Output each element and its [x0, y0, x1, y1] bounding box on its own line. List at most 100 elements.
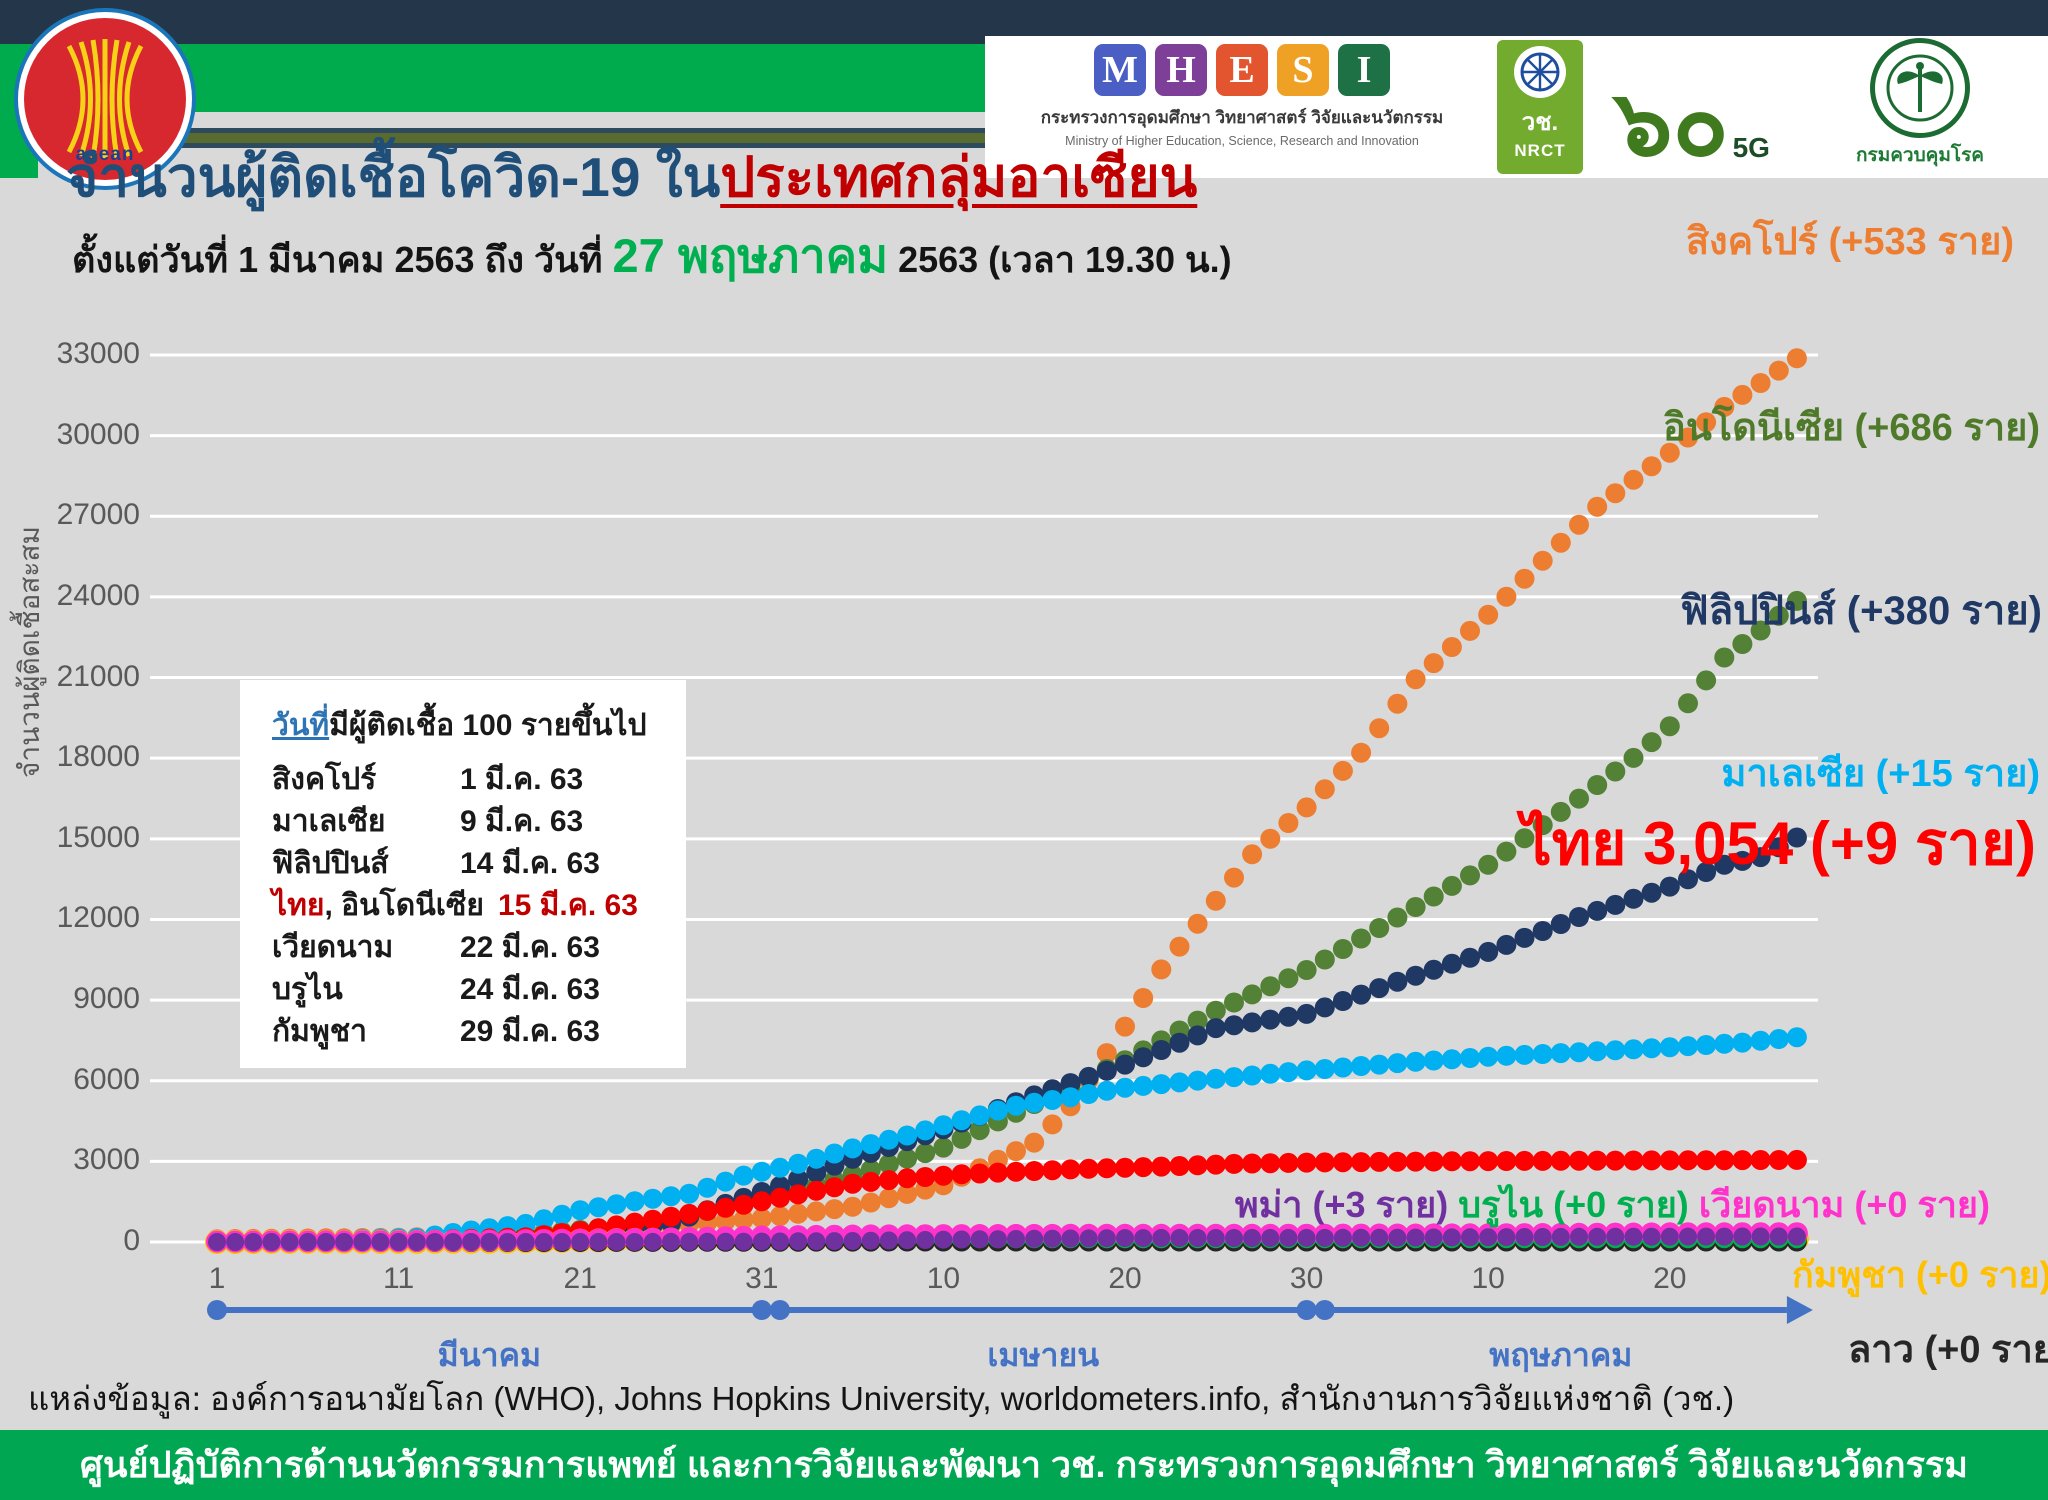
data-point	[842, 1138, 863, 1159]
data-point	[1006, 1161, 1026, 1182]
data-point	[806, 1162, 827, 1183]
data-point	[1060, 1087, 1081, 1108]
data-point	[1733, 1227, 1752, 1246]
data-point	[1569, 788, 1589, 809]
data-point	[1187, 913, 1208, 934]
data-point	[1423, 1050, 1444, 1071]
data-point	[1786, 590, 1807, 611]
nrct-thai-abbrev: วช.	[1521, 109, 1559, 136]
data-point	[752, 1232, 771, 1251]
data-point	[1532, 815, 1553, 836]
data-point	[1641, 1038, 1662, 1059]
legend-country: มาเลเซีย	[272, 801, 460, 843]
data-point	[1205, 1068, 1226, 1089]
data-point	[1533, 1228, 1552, 1246]
mhesi-english-name: Ministry of Higher Education, Science, R…	[1065, 134, 1419, 148]
data-point	[1224, 1015, 1244, 1036]
data-point	[1441, 637, 1462, 657]
data-point	[1587, 900, 1608, 921]
x-tick-day0: 1	[208, 1262, 226, 1295]
data-point	[1423, 886, 1444, 907]
data-point	[389, 1233, 408, 1251]
data-point	[878, 1129, 899, 1150]
threshold-legend-box: วันที่มีผู้ติดเชื้อ 100 รายขึ้นไป สิงคโป…	[240, 680, 686, 1068]
mhesi-thai-name: กระทรวงการอุดมศึกษา วิทยาศาสตร์ วิจัยและ…	[1040, 108, 1444, 127]
data-point	[788, 1203, 809, 1224]
data-point	[588, 1197, 609, 1218]
data-point	[1659, 1037, 1680, 1058]
data-point	[1461, 1228, 1479, 1247]
data-point	[1205, 890, 1226, 911]
data-point	[969, 1120, 990, 1141]
legend-country-part: ฟิลิปปินส์	[272, 847, 389, 880]
data-point	[915, 1143, 936, 1164]
month-axis-start-dot	[1314, 1300, 1335, 1320]
data-point	[1697, 1227, 1716, 1246]
data-point	[1006, 1095, 1026, 1116]
data-point	[1478, 1151, 1499, 1172]
data-point	[1096, 1158, 1117, 1179]
data-point	[1152, 1229, 1171, 1247]
data-point	[897, 1125, 918, 1146]
data-point	[1096, 1080, 1117, 1101]
data-point	[1225, 1229, 1243, 1247]
data-point	[1133, 988, 1154, 1008]
data-point	[1315, 1228, 1334, 1247]
mhesi-tile-E: E	[1216, 44, 1268, 96]
data-point	[1515, 1228, 1534, 1246]
data-point	[571, 1233, 590, 1251]
data-point	[751, 1208, 772, 1229]
x-tick-day30: 31	[745, 1262, 779, 1295]
data-point	[915, 1167, 936, 1187]
y-tick-3000: 3000	[73, 1143, 140, 1177]
data-point	[1187, 1010, 1208, 1031]
data-point	[1496, 841, 1517, 862]
data-point	[824, 1199, 845, 1220]
data-point	[1587, 1041, 1608, 1062]
y-tick-12000: 12000	[56, 901, 140, 935]
data-point	[1750, 1150, 1771, 1170]
legend-rows: สิงคโปร์ 1 มี.ค. 63 มาเลเซีย 9 มี.ค. 63 ฟิลิ…	[272, 759, 676, 1053]
data-point	[1460, 1151, 1480, 1172]
data-point	[970, 1230, 989, 1249]
data-point	[1441, 1151, 1462, 1172]
data-point	[1787, 1227, 1806, 1246]
data-point	[1423, 1151, 1444, 1172]
x-tick-day70: 10	[1471, 1262, 1505, 1295]
data-point	[842, 1173, 863, 1194]
data-point	[1332, 991, 1353, 1011]
data-point	[1369, 1054, 1390, 1075]
y-tick-9000: 9000	[73, 982, 140, 1016]
data-point	[1006, 1141, 1026, 1162]
data-point	[1278, 1152, 1299, 1173]
legend-country-part: สิงคโปร์	[272, 763, 377, 796]
data-point	[806, 1148, 827, 1169]
data-point	[1714, 396, 1735, 417]
data-point	[1387, 1053, 1408, 1074]
data-point	[1351, 928, 1372, 949]
data-point	[1024, 1161, 1045, 1181]
y-tick-30000: 30000	[56, 417, 140, 451]
data-point	[1732, 850, 1753, 871]
data-point	[1479, 1228, 1498, 1247]
data-point	[425, 1233, 444, 1251]
data-point	[897, 1183, 918, 1204]
data-point	[789, 1232, 808, 1251]
data-point	[1078, 1158, 1099, 1179]
data-point	[1352, 1228, 1371, 1247]
month-label-เมษายน: เมษายน	[987, 1337, 1100, 1373]
data-point	[1570, 1227, 1588, 1246]
legend-date: 14 มี.ค. 63	[460, 847, 600, 880]
data-point	[1750, 620, 1771, 641]
data-point	[933, 1165, 954, 1186]
legend-title-underlined: วันที่	[272, 709, 330, 742]
data-point	[697, 1200, 718, 1221]
data-point	[1297, 1228, 1316, 1247]
data-point	[1351, 984, 1372, 1005]
data-point	[698, 1232, 717, 1251]
data-point	[1224, 1153, 1244, 1174]
data-point	[1587, 775, 1608, 795]
series-label-laos: ลาว (+0 ราย)	[1848, 1329, 2048, 1371]
data-point	[1696, 412, 1717, 433]
legend-row-5: บรูไน 24 มี.ค. 63	[272, 969, 676, 1011]
